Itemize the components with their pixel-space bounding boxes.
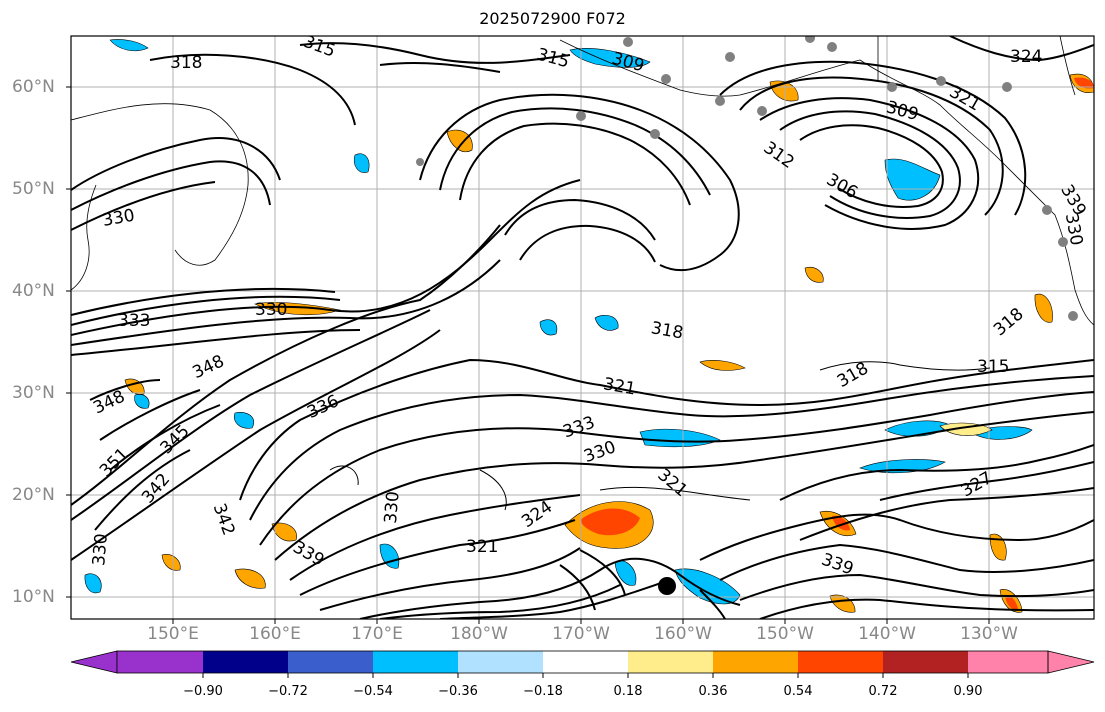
- blue-shade: [859, 459, 946, 474]
- longitude-label: 130°W: [960, 624, 1018, 644]
- colorbar-tick-label: −0.18: [523, 684, 563, 699]
- station-marker: [757, 106, 767, 116]
- orange-shade: [254, 302, 342, 316]
- colorbar-swatch: [713, 651, 798, 673]
- longitude-label: 180°W: [450, 624, 508, 644]
- colorbar-swatch: [288, 651, 373, 673]
- longitude-label: 170°W: [552, 624, 610, 644]
- blue-shade: [674, 568, 741, 605]
- longitude-label: 160°W: [654, 624, 712, 644]
- contour-label: 315: [977, 357, 1009, 377]
- orange-shade: [446, 129, 473, 152]
- colorbar-swatch: [203, 651, 288, 673]
- station-marker: [827, 42, 837, 52]
- colorbar-tick-label: −0.72: [268, 684, 308, 699]
- orange-shade: [234, 568, 266, 589]
- station-marker: [416, 158, 424, 166]
- latitude-label: 40°N: [12, 281, 55, 301]
- colorbar-tick-label: −0.36: [438, 684, 478, 699]
- longitude-label: 150°W: [756, 624, 814, 644]
- orange-shade: [804, 267, 824, 283]
- station-marker: [805, 36, 815, 43]
- colorbar-tick-label: 0.18: [613, 684, 643, 699]
- station-marker: [887, 82, 897, 92]
- latitude-label: 30°N: [12, 383, 55, 403]
- map-title: 2025072900 F072: [479, 9, 626, 28]
- contour-label: 321: [466, 537, 498, 557]
- latitude-label: 60°N: [12, 77, 55, 97]
- station-marker: [1002, 82, 1012, 92]
- colorbar-extend-left: [70, 650, 118, 674]
- shading-layer: [84, 39, 1094, 613]
- map-frame: [70, 35, 1095, 620]
- colorbar: [70, 650, 1095, 678]
- colorbar-tick-label: 0.36: [698, 684, 728, 699]
- orange-shade: [1034, 293, 1053, 323]
- blue-shade: [594, 315, 619, 331]
- red-shade: [1074, 77, 1094, 89]
- colorbar-swatch: [543, 651, 628, 673]
- blue-shade: [884, 158, 941, 201]
- blue-shade: [84, 573, 102, 594]
- station-marker: [576, 111, 586, 121]
- colorbar-swatch: [628, 651, 713, 673]
- red-shade: [1005, 594, 1018, 610]
- orange-shade: [699, 360, 746, 371]
- blue-shade: [234, 412, 255, 429]
- colorbar-extend-right: [1047, 650, 1095, 674]
- colorbar-swatch: [373, 651, 458, 673]
- blue-shade: [569, 48, 651, 68]
- contour-label: 333: [118, 311, 150, 331]
- thin-contours: [329, 361, 991, 511]
- contour-lines: [71, 36, 1094, 619]
- latitude-label: 50°N: [12, 179, 55, 199]
- station-marker: [623, 37, 633, 47]
- contour-label: 330: [255, 300, 287, 320]
- colorbar-tick-label: 0.54: [783, 684, 813, 699]
- station-marker: [661, 74, 671, 84]
- station-marker: [936, 76, 946, 86]
- contour-label: 324: [1010, 47, 1042, 67]
- colorbar-tick-label: −0.54: [353, 684, 393, 699]
- longitude-label: 170°E: [351, 624, 403, 644]
- blue-shade: [353, 153, 370, 173]
- latitude-label: 10°N: [12, 587, 55, 607]
- red-shade: [832, 515, 850, 531]
- colorbar-swatch: [117, 651, 203, 673]
- station-marker: [715, 96, 725, 106]
- station-markers: [416, 36, 1078, 321]
- contour-label: 330: [89, 533, 112, 567]
- colorbar-swatch: [798, 651, 883, 673]
- colorbar-swatch: [968, 651, 1048, 673]
- contour-label: 330: [381, 490, 404, 524]
- station-marker: [725, 52, 735, 62]
- colorbar-swatch: [883, 651, 968, 673]
- colorbar-tick-label: 0.72: [868, 684, 898, 699]
- station-marker: [1058, 237, 1068, 247]
- blue-shade: [134, 394, 150, 409]
- station-marker: [1042, 205, 1052, 215]
- red-shade: [580, 508, 640, 536]
- colorbar-tick-label: 0.90: [953, 684, 983, 699]
- longitude-label: 150°E: [147, 624, 199, 644]
- longitude-label: 140°W: [858, 624, 916, 644]
- station-marker: [1068, 311, 1078, 321]
- colorbar-swatch: [458, 651, 543, 673]
- orange-shade: [271, 522, 297, 542]
- station-marker: [650, 129, 660, 139]
- latitude-label: 20°N: [12, 485, 55, 505]
- blue-shade: [614, 560, 637, 586]
- longitude-label: 160°E: [249, 624, 301, 644]
- contour-label: 318: [170, 53, 202, 73]
- orange-shade: [161, 554, 181, 571]
- colorbar-tick-label: −0.90: [183, 684, 223, 699]
- storm-center-marker: [658, 577, 676, 595]
- blue-shade: [109, 39, 149, 52]
- blue-shade: [539, 319, 558, 336]
